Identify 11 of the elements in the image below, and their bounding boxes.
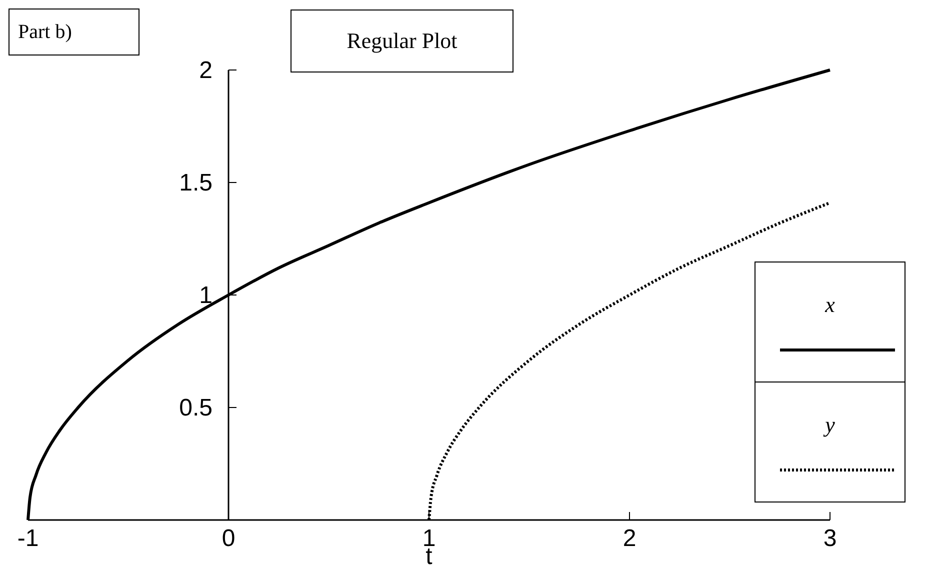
x-tick-label: 2 [622,525,636,552]
x-tick-label: 0 [222,525,236,552]
y-tick-label: 2 [199,57,212,84]
y-tick-label: 0.5 [179,394,212,422]
text: Part b) [18,21,72,43]
chart-title: Regular Plot [346,28,458,53]
y-tick-label: 1 [199,282,212,309]
x-tick-label: 3 [823,525,837,552]
x-tick-label: -1 [17,525,39,552]
legend: x y [754,262,906,502]
y-tick-label: 1.5 [179,170,212,196]
